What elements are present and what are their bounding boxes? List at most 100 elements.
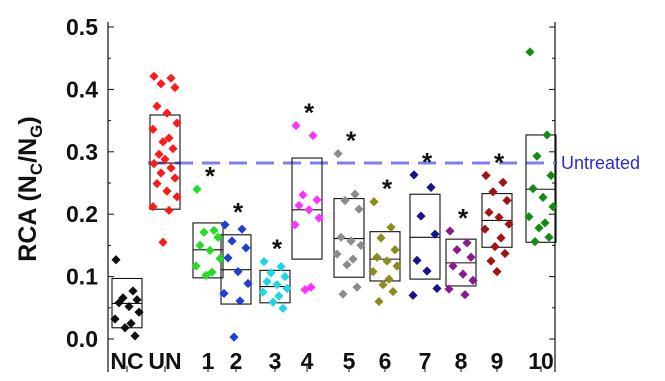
significance-star: *: [272, 234, 283, 264]
data-point: [166, 73, 176, 83]
data-point: [372, 252, 382, 262]
data-point: [215, 253, 225, 264]
significance-star: *: [346, 126, 357, 156]
data-point: [168, 144, 178, 154]
data-point: [258, 287, 268, 297]
data-point: [468, 275, 478, 285]
box-4: [291, 157, 323, 260]
significance-star: *: [458, 203, 469, 233]
data-point: [492, 267, 502, 277]
data-point: [356, 240, 366, 250]
data-point: [213, 232, 223, 242]
data-point: [368, 267, 378, 277]
data-point: [445, 226, 455, 236]
data-point: [220, 220, 230, 230]
data-point: [534, 223, 544, 233]
data-point: [172, 192, 182, 202]
data-point: [528, 184, 538, 194]
data-point: [374, 296, 384, 307]
data-point: [546, 170, 556, 181]
data-point: [276, 262, 286, 272]
data-point: [548, 202, 558, 212]
data-point: [494, 212, 504, 222]
reference-line-label: Untreated: [561, 153, 640, 173]
data-point: [544, 232, 554, 242]
data-point: [118, 293, 128, 303]
x-tick-label: 6: [379, 348, 392, 374]
data-point: [114, 298, 124, 308]
data-point: [490, 242, 500, 252]
significance-star: *: [233, 197, 244, 227]
data-point: [164, 133, 174, 143]
data-point: [525, 47, 535, 57]
data-point: [484, 207, 494, 217]
data-point: [412, 255, 422, 265]
data-point: [291, 120, 301, 131]
data-point: [229, 332, 239, 342]
data-point: [312, 195, 322, 205]
y-tick-label: 0.4: [66, 76, 98, 102]
data-point: [233, 267, 243, 277]
x-tick-label: 1: [202, 348, 215, 374]
data-point: [191, 261, 201, 271]
data-point: [452, 245, 462, 255]
data-point: [530, 237, 540, 247]
data-point: [170, 173, 180, 183]
data-point: [262, 276, 272, 287]
data-point: [162, 186, 172, 196]
data-point: [266, 268, 276, 278]
data-point: [132, 295, 142, 305]
data-point: [480, 224, 490, 234]
y-axis-label: RCA (NC/NG): [14, 116, 46, 261]
data-point: [338, 289, 348, 299]
box-5: [333, 198, 365, 278]
x-tick-label: 8: [455, 348, 468, 374]
data-point: [120, 323, 130, 333]
data-point: [192, 184, 202, 194]
data-point: [164, 205, 174, 216]
data-point: [172, 118, 182, 128]
data-point: [458, 269, 468, 279]
data-point: [466, 252, 476, 262]
data-point: [130, 331, 140, 341]
data-point: [156, 79, 166, 89]
data-point: [148, 124, 158, 134]
x-tick-label: 10: [528, 348, 554, 374]
data-point: [274, 291, 284, 301]
data-point: [160, 154, 170, 164]
data-point: [278, 303, 288, 314]
data-point: [314, 213, 324, 223]
significance-star: *: [422, 147, 433, 177]
x-tick-label: 2: [230, 348, 243, 374]
y-tick-label: 0.2: [66, 201, 98, 227]
data-point: [199, 227, 209, 237]
data-point: [350, 189, 360, 199]
significance-star: *: [304, 98, 315, 128]
data-point: [430, 229, 440, 239]
data-point: [134, 307, 144, 317]
data-point: [205, 245, 215, 255]
significance-star: *: [382, 174, 393, 204]
data-point: [201, 270, 211, 280]
data-point: [235, 296, 245, 306]
data-point: [223, 253, 233, 263]
data-point: [166, 163, 176, 173]
data-point: [282, 283, 292, 294]
data-point: [486, 256, 496, 266]
data-point: [498, 177, 508, 187]
data-point: [542, 130, 552, 140]
x-axis-ticks: NC UN 1 2 3 4 5 6 7 8 9 10: [110, 348, 553, 374]
data-point: [149, 159, 159, 169]
data-point: [408, 290, 418, 300]
data-point: [170, 82, 180, 93]
y-tick-label: 0.3: [66, 139, 98, 165]
data-point: [448, 261, 458, 271]
data-point: [444, 284, 454, 294]
data-point: [416, 211, 426, 221]
data-point: [162, 108, 172, 118]
x-tick-label: UN: [148, 348, 181, 374]
data-point: [158, 237, 168, 247]
data-point: [268, 297, 278, 307]
data-point: [280, 272, 290, 282]
